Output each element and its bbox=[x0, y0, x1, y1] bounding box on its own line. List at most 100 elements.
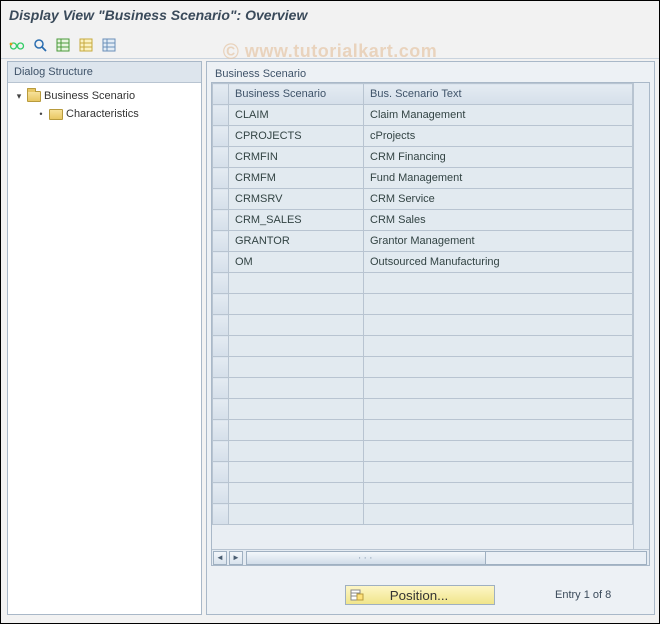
cell-scenario[interactable]: CRMFIN bbox=[229, 147, 364, 168]
print-button[interactable] bbox=[99, 35, 119, 55]
table-settings-button[interactable] bbox=[53, 35, 73, 55]
row-selector[interactable] bbox=[213, 168, 229, 189]
cell-scenario[interactable]: CRM_SALES bbox=[229, 210, 364, 231]
select-all-header[interactable] bbox=[213, 84, 229, 105]
table-row[interactable] bbox=[213, 420, 633, 441]
cell-scenario[interactable] bbox=[229, 441, 364, 462]
row-selector[interactable] bbox=[213, 315, 229, 336]
row-selector[interactable] bbox=[213, 357, 229, 378]
cell-scenario[interactable] bbox=[229, 420, 364, 441]
save-variant-button[interactable] bbox=[76, 35, 96, 55]
cell-text[interactable] bbox=[364, 294, 633, 315]
table-row[interactable]: CRMFINCRM Financing bbox=[213, 147, 633, 168]
cell-text[interactable] bbox=[364, 462, 633, 483]
scroll-left-icon[interactable]: ◄ bbox=[213, 551, 227, 565]
row-selector[interactable] bbox=[213, 420, 229, 441]
cell-text[interactable]: Claim Management bbox=[364, 105, 633, 126]
column-header-text[interactable]: Bus. Scenario Text bbox=[364, 84, 633, 105]
row-selector[interactable] bbox=[213, 441, 229, 462]
tree-toggle-icon[interactable]: ▾ bbox=[14, 91, 24, 101]
cell-text[interactable]: Fund Management bbox=[364, 168, 633, 189]
cell-text[interactable]: CRM Sales bbox=[364, 210, 633, 231]
table-row[interactable] bbox=[213, 294, 633, 315]
row-selector[interactable] bbox=[213, 189, 229, 210]
table-row[interactable] bbox=[213, 399, 633, 420]
row-selector[interactable] bbox=[213, 294, 229, 315]
tree-node-business-scenario[interactable]: ▾ Business Scenario bbox=[10, 87, 199, 105]
table-row[interactable] bbox=[213, 504, 633, 525]
column-header-scenario[interactable]: Business Scenario bbox=[229, 84, 364, 105]
cell-scenario[interactable] bbox=[229, 336, 364, 357]
cell-text[interactable] bbox=[364, 504, 633, 525]
cell-scenario[interactable] bbox=[229, 462, 364, 483]
table-row[interactable] bbox=[213, 336, 633, 357]
cell-scenario[interactable]: OM bbox=[229, 252, 364, 273]
cell-scenario[interactable]: CRMFM bbox=[229, 168, 364, 189]
cell-scenario[interactable] bbox=[229, 483, 364, 504]
cell-scenario[interactable]: CRMSRV bbox=[229, 189, 364, 210]
dialog-structure-tree[interactable]: ▾ Business Scenario • Characteristics bbox=[8, 83, 201, 614]
cell-text[interactable] bbox=[364, 420, 633, 441]
cell-scenario[interactable]: GRANTOR bbox=[229, 231, 364, 252]
table-row[interactable]: CRMSRVCRM Service bbox=[213, 189, 633, 210]
table-row[interactable] bbox=[213, 483, 633, 504]
cell-text[interactable] bbox=[364, 357, 633, 378]
cell-text[interactable] bbox=[364, 378, 633, 399]
row-selector[interactable] bbox=[213, 252, 229, 273]
row-selector[interactable] bbox=[213, 504, 229, 525]
row-selector[interactable] bbox=[213, 399, 229, 420]
row-selector[interactable] bbox=[213, 126, 229, 147]
cell-scenario[interactable] bbox=[229, 378, 364, 399]
table-row[interactable] bbox=[213, 273, 633, 294]
cell-text[interactable] bbox=[364, 273, 633, 294]
row-selector[interactable] bbox=[213, 105, 229, 126]
cell-scenario[interactable]: CPROJECTS bbox=[229, 126, 364, 147]
position-button[interactable]: Position... bbox=[345, 585, 495, 605]
cell-scenario[interactable] bbox=[229, 315, 364, 336]
table-row[interactable] bbox=[213, 462, 633, 483]
table-row[interactable]: OMOutsourced Manufacturing bbox=[213, 252, 633, 273]
cell-text[interactable] bbox=[364, 441, 633, 462]
cell-text[interactable]: Grantor Management bbox=[364, 231, 633, 252]
row-selector[interactable] bbox=[213, 273, 229, 294]
cell-text[interactable]: CRM Financing bbox=[364, 147, 633, 168]
cell-scenario[interactable] bbox=[229, 273, 364, 294]
horizontal-scrollbar[interactable]: ◄ ► ··· bbox=[212, 549, 649, 565]
select-button[interactable] bbox=[30, 35, 50, 55]
display-toggle-button[interactable] bbox=[7, 35, 27, 55]
cell-text[interactable]: cProjects bbox=[364, 126, 633, 147]
cell-scenario[interactable] bbox=[229, 504, 364, 525]
row-selector[interactable] bbox=[213, 462, 229, 483]
cell-text[interactable]: CRM Service bbox=[364, 189, 633, 210]
scroll-thumb[interactable]: ··· bbox=[247, 552, 486, 564]
cell-scenario[interactable] bbox=[229, 399, 364, 420]
table-row[interactable] bbox=[213, 357, 633, 378]
table-row[interactable]: CRMFMFund Management bbox=[213, 168, 633, 189]
table-row[interactable]: CRM_SALESCRM Sales bbox=[213, 210, 633, 231]
row-selector[interactable] bbox=[213, 378, 229, 399]
cell-text[interactable] bbox=[364, 399, 633, 420]
cell-text[interactable] bbox=[364, 315, 633, 336]
table-row[interactable]: CLAIMClaim Management bbox=[213, 105, 633, 126]
table-row[interactable]: CPROJECTScProjects bbox=[213, 126, 633, 147]
row-selector[interactable] bbox=[213, 483, 229, 504]
table-row[interactable] bbox=[213, 441, 633, 462]
vertical-scrollbar[interactable] bbox=[633, 83, 649, 549]
cell-text[interactable]: Outsourced Manufacturing bbox=[364, 252, 633, 273]
tree-node-characteristics[interactable]: • Characteristics bbox=[10, 105, 199, 123]
cell-scenario[interactable] bbox=[229, 357, 364, 378]
table-row[interactable] bbox=[213, 378, 633, 399]
cell-text[interactable] bbox=[364, 336, 633, 357]
row-selector[interactable] bbox=[213, 336, 229, 357]
table-row[interactable] bbox=[213, 315, 633, 336]
cell-text[interactable] bbox=[364, 483, 633, 504]
row-selector[interactable] bbox=[213, 231, 229, 252]
business-scenario-table[interactable]: Business Scenario Bus. Scenario Text CLA… bbox=[212, 83, 633, 525]
scroll-right-icon[interactable]: ► bbox=[229, 551, 243, 565]
row-selector[interactable] bbox=[213, 210, 229, 231]
cell-scenario[interactable]: CLAIM bbox=[229, 105, 364, 126]
cell-scenario[interactable] bbox=[229, 294, 364, 315]
scroll-track[interactable]: ··· bbox=[246, 551, 647, 565]
row-selector[interactable] bbox=[213, 147, 229, 168]
table-row[interactable]: GRANTORGrantor Management bbox=[213, 231, 633, 252]
